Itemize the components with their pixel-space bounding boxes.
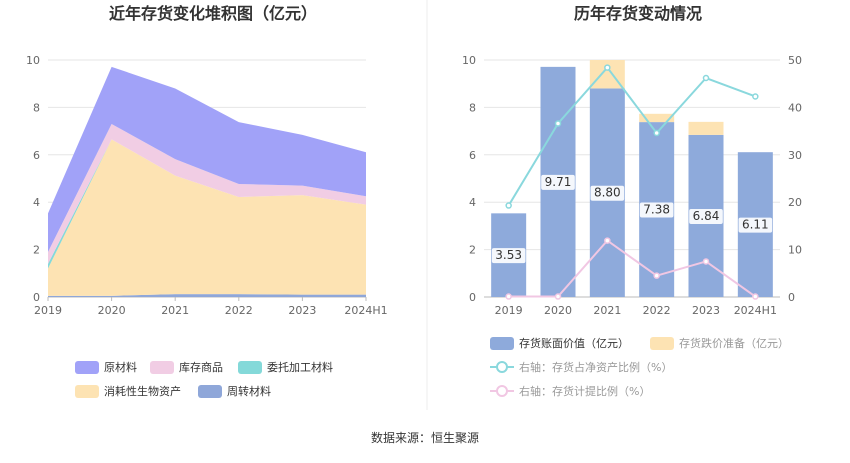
x-tick-label: 2021 — [593, 304, 621, 317]
y-right-tick-label: 0 — [788, 291, 795, 304]
legend-label: 存货跌价准备（亿元） — [679, 336, 789, 350]
x-tick-label: 2024H1 — [344, 304, 387, 317]
bar-label-bg — [738, 217, 773, 233]
net-asset-ratio-point — [653, 129, 660, 137]
bar-label-bg — [689, 208, 723, 224]
legend-swatch — [490, 337, 514, 350]
y-left-tick-label: 4 — [469, 196, 476, 209]
y-tick-label: 6 — [33, 149, 40, 162]
right-chart-title: 历年存货变动情况 — [574, 4, 702, 23]
area-周转材料 — [48, 294, 366, 297]
impairment-ratio-point — [604, 237, 611, 244]
x-tick-label: 2021 — [161, 304, 189, 317]
legend-label: 原材料 — [104, 360, 137, 374]
legend-swatch — [650, 337, 674, 350]
bar-value-label: 6.84 — [693, 209, 720, 223]
net-asset-ratio-point — [554, 120, 562, 127]
x-tick-label: 2023 — [288, 304, 316, 317]
right-bar-line-chart: 0 0 2 10 4 20 6 30 8 40 10 50 2019 2020 2021 2022 2023 20… — [462, 54, 802, 317]
y-tick-label: 0 — [33, 291, 40, 304]
legend-label: 右轴：存货占净资产比例（%） — [519, 360, 672, 374]
legend-swatch — [198, 385, 222, 398]
bar-value-label: 6.11 — [742, 218, 769, 232]
x-tick-label: 2023 — [692, 304, 720, 317]
legend-swatch — [75, 385, 99, 398]
y-tick-label: 8 — [33, 101, 40, 114]
bar-impairment — [639, 113, 675, 123]
x-tick-label: 2022 — [643, 304, 671, 317]
area-库存商品 — [48, 123, 366, 264]
legend-label: 委托加工材料 — [267, 360, 333, 374]
legend-marker — [496, 385, 508, 397]
bar-label-bg — [590, 185, 625, 201]
y-right-tick-label: 40 — [788, 101, 802, 114]
y-tick-label: 10 — [26, 54, 40, 67]
net-asset-ratio-point — [604, 64, 611, 71]
x-tick-label: 2019 — [34, 304, 62, 317]
y-left-tick-label: 10 — [462, 54, 476, 67]
impairment-ratio-point — [505, 293, 512, 300]
legend-swatch — [75, 361, 99, 374]
x-tick-label: 2022 — [225, 304, 253, 317]
y-right-tick-label: 10 — [788, 244, 802, 257]
y-left-tick-label: 6 — [469, 149, 476, 162]
y-left-tick-label: 0 — [469, 291, 476, 304]
bar-value-label: 8.80 — [594, 186, 621, 200]
y-right-tick-label: 20 — [788, 196, 802, 209]
legend-label: 右轴：存货计提比例（%） — [519, 384, 650, 398]
impairment-ratio-line — [508, 239, 756, 298]
bar-label-bg — [541, 174, 575, 190]
left-chart-title: 近年存货变化堆积图（亿元） — [109, 4, 317, 23]
x-tick-label: 2020 — [544, 304, 572, 317]
area-原材料 — [48, 66, 366, 252]
impairment-ratio-point — [653, 272, 660, 279]
x-tick-label: 2019 — [495, 304, 523, 317]
right-legend: 存货账面价值（亿元） 存货跌价准备（亿元） 右轴：存货占净资产比例（%） 右轴：存货计… — [490, 336, 789, 398]
net-asset-ratio-line — [507, 66, 756, 207]
legend-label: 消耗性生物资产 — [104, 384, 181, 398]
legend-label: 周转材料 — [227, 384, 271, 398]
y-right-tick-label: 30 — [788, 149, 802, 162]
impairment-ratio-point — [554, 293, 562, 300]
y-left-tick-label: 8 — [469, 101, 476, 114]
x-tick-label: 2024H1 — [734, 304, 777, 317]
left-stacked-area-chart: 0 2 4 6 8 10 2019 2020 2021 2022 2023 2024H1 — [26, 54, 388, 317]
y-left-tick-label: 2 — [469, 244, 476, 257]
data-source: 数据来源：恒生聚源 — [371, 430, 479, 445]
net-asset-ratio-point — [702, 74, 710, 82]
bar-value-label: 3.53 — [495, 248, 522, 262]
legend-swatch — [150, 361, 174, 374]
x-tick-label: 2020 — [98, 304, 126, 317]
bar-impairment — [688, 121, 724, 135]
bar-label-bg — [491, 248, 526, 264]
bar-label-bg — [639, 202, 674, 218]
y-tick-label: 2 — [33, 244, 40, 257]
bar-value-label: 9.71 — [545, 175, 572, 189]
net-asset-ratio-point — [752, 93, 759, 100]
bar-value-label: 7.38 — [643, 203, 670, 217]
impairment-ratio-point — [702, 258, 710, 265]
y-tick-label: 4 — [33, 196, 40, 209]
net-asset-ratio-point — [505, 202, 512, 209]
legend-label: 库存商品 — [179, 360, 223, 374]
legend-swatch — [238, 361, 262, 374]
y-right-tick-label: 50 — [788, 54, 802, 67]
legend-marker — [496, 361, 508, 373]
impairment-ratio-point — [752, 293, 759, 300]
area-消耗性生物资产 — [48, 139, 366, 296]
legend-label: 存货账面价值（亿元） — [519, 336, 629, 350]
